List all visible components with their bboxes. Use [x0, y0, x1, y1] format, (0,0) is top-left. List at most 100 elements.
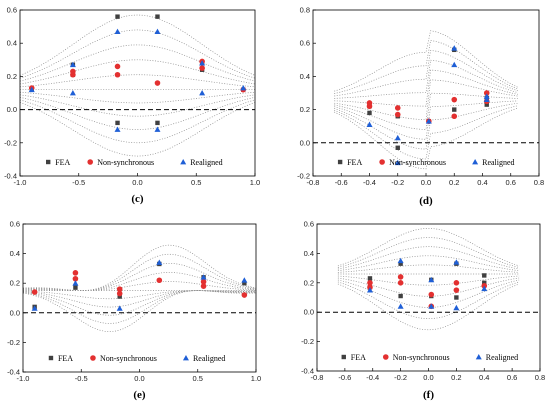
y-tick-label: 0.2: [304, 278, 314, 287]
data-point: [397, 274, 404, 280]
data-point: [397, 303, 404, 309]
legend-label: Non-synchronous: [393, 353, 450, 362]
data-point: [156, 259, 163, 265]
data-point: [114, 63, 121, 70]
y-tick-label: 0.4: [7, 39, 17, 48]
legend-label: FEA: [347, 158, 362, 167]
data-point: [481, 285, 488, 292]
data-point: [31, 305, 38, 311]
mesh-line: [22, 290, 257, 333]
data-point: [428, 276, 435, 283]
x-tick-label: 0.0: [134, 374, 144, 383]
chart-panel-2: -0.8 -0.6 -0.4 -0.2 0.0 0.2 0.4 0.6 0.8 -0.2 0.0 0.…: [297, 6, 544, 208]
plot-frame: [316, 223, 541, 372]
y-tick-label: 0.6: [304, 220, 314, 229]
series-realigned: [366, 45, 490, 166]
data-point: [72, 280, 79, 286]
data-point: [69, 61, 76, 68]
legend-label: FEA: [351, 353, 366, 362]
y-tick-label: -0.4: [7, 368, 20, 377]
data-point: [425, 118, 432, 124]
mesh-line: [337, 283, 520, 331]
y-tick-label: 0.8: [300, 6, 310, 15]
x-tick-label: -0.2: [391, 178, 404, 187]
series-fea: [367, 261, 487, 300]
data-point: [114, 126, 121, 132]
mesh-line: [19, 99, 256, 144]
mesh-line: [19, 96, 256, 130]
series-realigned: [28, 28, 247, 132]
data-point: [394, 105, 401, 111]
series-realigned: [366, 257, 488, 311]
data-point: [116, 305, 123, 311]
mesh-line: [22, 290, 256, 300]
legend-label: Realigned: [190, 158, 222, 167]
mesh-line: [22, 290, 256, 308]
data-point: [154, 80, 161, 86]
x-tick-label: 1.0: [251, 374, 261, 383]
legend-marker: [475, 354, 482, 360]
panel-label: (f): [423, 389, 434, 401]
mesh-line: [337, 228, 520, 267]
data-point: [200, 274, 207, 280]
data-point: [241, 292, 248, 298]
legend-marker: [379, 159, 385, 165]
mesh-line: [19, 29, 256, 79]
y-tick-label: 0.0: [10, 308, 20, 317]
x-tick-label: 0.4: [477, 178, 487, 187]
x-tick-label: -1.0: [14, 178, 27, 187]
y-tick-label: 0.2: [300, 105, 310, 114]
x-tick-label: -0.8: [311, 373, 324, 382]
data-point: [452, 107, 457, 112]
chart-panel-3: -1.0 -0.5 0.0 0.5 1.0 -0.4 -0.2 0.0 0.2 0.4 0.6 FEA…: [7, 220, 261, 402]
y-tick-label: -0.2: [297, 172, 310, 181]
data-point: [73, 285, 78, 290]
mesh-line: [19, 74, 256, 88]
y-tick-label: 0.0: [7, 105, 17, 114]
y-tick-label: 0.4: [10, 249, 20, 258]
data-point: [199, 90, 206, 96]
data-point: [428, 303, 435, 309]
x-tick-label: -0.2: [394, 373, 407, 382]
x-tick-label: 0.0: [132, 178, 142, 187]
mesh-line: [334, 105, 518, 160]
mesh-line: [337, 275, 520, 286]
data-point: [72, 275, 79, 282]
y-tick-label: -0.2: [301, 337, 314, 346]
data-point: [156, 277, 163, 284]
legend-label: Non-synchronous: [389, 158, 446, 167]
x-tick-label: 0.8: [535, 373, 545, 382]
x-tick-label: -1.0: [17, 374, 30, 383]
series-fea: [367, 47, 489, 150]
data-point: [199, 65, 205, 71]
mesh-line: [19, 59, 256, 85]
data-point: [70, 71, 76, 78]
y-tick-label: -0.2: [7, 338, 20, 347]
data-point: [240, 85, 247, 91]
mesh-line: [334, 40, 518, 94]
mesh-line: [337, 255, 520, 272]
legend-label: Realigned: [482, 158, 514, 167]
data-point: [199, 60, 206, 66]
y-tick-label: 0.0: [304, 308, 314, 317]
series-non-synchronous: [31, 270, 248, 298]
legend-label: FEA: [58, 354, 73, 363]
legend-marker: [90, 355, 96, 361]
data-point: [428, 291, 435, 298]
mesh-line: [22, 244, 257, 291]
legend: FEA Non-synchronous Realigned: [48, 354, 225, 363]
series-non-synchronous: [367, 274, 488, 310]
mesh-line: [337, 264, 520, 273]
data-point: [155, 14, 160, 19]
y-tick-label: 0.2: [7, 72, 17, 81]
x-tick-label: 0.0: [421, 178, 431, 187]
series-fea: [29, 14, 246, 126]
y-tick-label: -0.4: [4, 172, 17, 181]
data-point: [367, 276, 373, 281]
panel-label: (c): [131, 193, 144, 205]
data-point: [482, 273, 487, 278]
legend-marker: [46, 159, 51, 165]
legend-marker: [180, 159, 187, 165]
panel-label: (e): [133, 389, 146, 401]
